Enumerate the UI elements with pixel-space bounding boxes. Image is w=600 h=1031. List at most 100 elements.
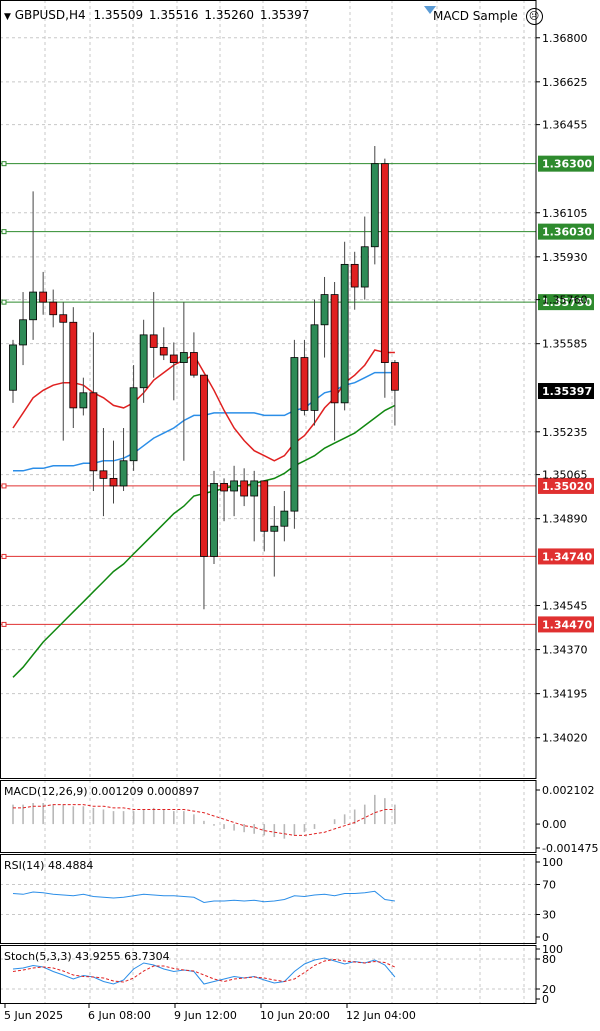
price-tick-label: 1.36625 [542, 76, 588, 89]
candle[interactable] [330, 281, 339, 441]
candle[interactable] [99, 428, 108, 517]
stoch-tick-label: 0 [542, 993, 549, 1006]
candle[interactable] [350, 251, 359, 310]
candlesticks[interactable] [9, 146, 399, 610]
candle-body [350, 263, 359, 288]
candle-body [380, 163, 389, 363]
price-tick-label: 1.34370 [542, 644, 588, 657]
candle[interactable] [39, 271, 48, 315]
rsi-line [12, 890, 395, 904]
rsi-tick-label: 70 [542, 879, 556, 892]
candle[interactable] [89, 332, 98, 491]
candle[interactable] [59, 302, 68, 441]
symbol-label: GBPUSD,H4 [14, 8, 86, 22]
candle[interactable] [179, 302, 188, 461]
candle-body [139, 334, 148, 389]
candle-body [210, 483, 218, 557]
candle-body [310, 324, 319, 411]
price-tick-label: 1.34545 [542, 600, 588, 613]
rsi-tick-label: 30 [542, 909, 556, 922]
candle[interactable] [290, 339, 299, 529]
candle-body [159, 347, 168, 356]
level-price-label: 1.34740 [542, 550, 592, 563]
level-price-label: 1.36030 [542, 226, 592, 239]
candle-body [189, 352, 198, 376]
expert-name: MACD Sample [433, 9, 518, 23]
time-axis: 5 Jun 2025 6 Jun 08:00 9 Jun 12:00 10 Jun 2… [4, 1003, 416, 1022]
candle[interactable] [300, 339, 309, 416]
subwindow-frame [0, 945, 537, 1004]
candle-body [29, 291, 38, 321]
candle[interactable] [270, 506, 279, 577]
candle[interactable] [310, 299, 319, 426]
level-anchor-handle[interactable] [1, 161, 7, 167]
level-price-badge [538, 294, 594, 311]
candle-body [179, 352, 188, 363]
candle[interactable] [29, 191, 38, 340]
candle[interactable] [240, 468, 249, 507]
candle[interactable] [370, 146, 379, 265]
level-anchor-handle[interactable] [1, 483, 7, 489]
candle-body [59, 314, 68, 323]
horizontal-levels[interactable]: 1.36300 1.36030 1.35750 1.35020 1.34740 1.344… [0, 155, 594, 633]
candle[interactable] [189, 332, 198, 378]
close-value: 1.35397 [259, 8, 310, 22]
price-tick-label: 1.35585 [542, 338, 588, 351]
candle[interactable] [69, 307, 78, 429]
candle-body [390, 362, 399, 391]
candle-body [270, 525, 279, 532]
level-anchor-handle[interactable] [1, 553, 7, 559]
level-anchor-handle[interactable] [1, 621, 7, 627]
candle[interactable] [119, 428, 128, 491]
candle[interactable] [129, 365, 138, 471]
stoch-label: Stoch(5,3,3) 43.9255 63.7304 [4, 950, 170, 963]
candle-body [230, 480, 239, 492]
candle-body [69, 321, 78, 409]
candle-body [330, 294, 339, 404]
candle-body [129, 387, 138, 462]
candle[interactable] [159, 327, 168, 361]
candle[interactable] [210, 470, 218, 564]
candle[interactable] [390, 360, 399, 426]
level-anchor-handle[interactable] [1, 229, 7, 235]
candle[interactable] [49, 289, 58, 328]
candle[interactable] [200, 374, 208, 610]
time-tick-label: 10 Jun 20:00 [260, 1009, 330, 1022]
level-anchor-handle[interactable] [1, 299, 7, 305]
time-tick-label: 9 Jun 12:00 [174, 1009, 237, 1022]
stoch-signal-line [12, 958, 396, 983]
candle[interactable] [340, 241, 349, 411]
rsi-tick-label: 0 [542, 931, 549, 944]
expert-header[interactable]: MACD Sample ☹ [433, 8, 543, 25]
candle[interactable] [280, 490, 289, 542]
candle[interactable] [320, 276, 329, 358]
candle[interactable] [250, 470, 259, 542]
price-tick-label: 1.34890 [542, 513, 588, 526]
candle[interactable] [109, 440, 118, 504]
candle[interactable] [149, 292, 158, 378]
candle-body [320, 294, 329, 326]
candle-body [79, 392, 88, 409]
candle[interactable] [380, 158, 389, 398]
candle[interactable] [230, 465, 239, 517]
candle[interactable] [260, 480, 269, 552]
macd-subwindow[interactable]: 0.002102 0.00 -0.001475 [12, 784, 598, 855]
candle[interactable] [220, 478, 228, 522]
level-price-label: 1.36300 [542, 158, 592, 171]
candle-body [99, 470, 108, 479]
candle[interactable] [79, 377, 88, 416]
candle[interactable] [360, 216, 369, 300]
candle-body [89, 392, 98, 472]
frames [0, 0, 537, 1004]
collapse-arrow-icon[interactable]: ▼ [4, 12, 11, 22]
level-price-label: 1.35020 [542, 480, 592, 493]
candle[interactable] [9, 339, 17, 403]
rsi-subwindow[interactable]: 100 70 30 0 [0, 856, 563, 944]
candle[interactable] [19, 292, 27, 366]
candle-body [360, 246, 369, 288]
price-tick-label: 1.34195 [542, 688, 588, 701]
candle[interactable] [139, 319, 148, 403]
candle[interactable] [169, 342, 178, 401]
